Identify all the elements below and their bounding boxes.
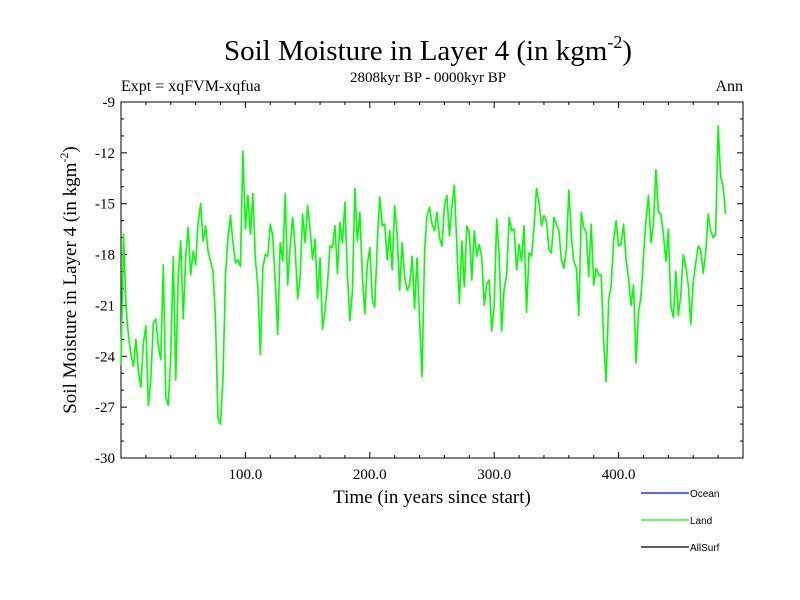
x-tick-label: 200.0 (353, 467, 387, 483)
season-label: Ann (715, 78, 743, 95)
chart-subtitle: 2808kyr BP - 0000kyr BP (350, 70, 506, 86)
chart-title: Soil Moisture in Layer 4 (in kgm-2) (224, 32, 632, 67)
y-axis-label: Soil Moisture in Layer 4 (in kgm-2) (57, 146, 81, 414)
legend: Ocean Land AllSurf (641, 489, 720, 554)
y-axis-ticks: -9 -12 -15 -18 -21 -24 -27 -30 (95, 95, 743, 467)
y-axis-label-end: ) (60, 146, 81, 152)
legend-label-ocean: Ocean (690, 489, 719, 500)
x-tick-label: 100.0 (229, 467, 263, 483)
x-axis-label: Time (in years since start) (333, 487, 531, 508)
y-tick-label: -9 (103, 95, 116, 111)
series-line-land (120, 124, 727, 425)
y-axis-label-main: Soil Moisture in Layer 4 (in kgm (60, 162, 81, 413)
experiment-label: Expt = xqFVM-xqfua (121, 78, 261, 95)
y-tick-label: -18 (95, 248, 115, 264)
legend-label-allsurf: AllSurf (690, 543, 720, 554)
plot-frame (120, 101, 744, 459)
y-tick-label: -24 (95, 349, 115, 365)
series-layer (120, 124, 727, 425)
chart-title-end: ) (622, 35, 632, 67)
y-tick-label: -27 (95, 400, 115, 416)
y-tick-label: -21 (95, 298, 115, 314)
chart-title-main: Soil Moisture in Layer 4 (in kgm (224, 35, 608, 67)
chart-title-superscript: -2 (607, 32, 622, 52)
x-tick-label: 300.0 (477, 467, 511, 483)
legend-label-land: Land (690, 516, 712, 527)
y-tick-label: -12 (95, 146, 115, 162)
y-axis-label-superscript: -2 (57, 153, 71, 163)
y-tick-label: -15 (95, 197, 115, 213)
x-axis-ticks: 100.0 200.0 300.0 400.0 (145, 102, 719, 483)
y-tick-label: -30 (95, 451, 115, 467)
x-tick-label: 400.0 (602, 467, 636, 483)
